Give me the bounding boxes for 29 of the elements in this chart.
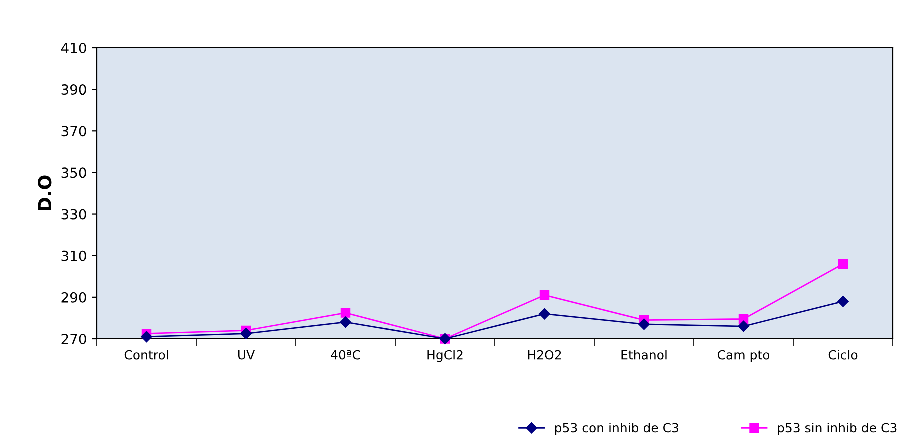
y-tick-label: 370 bbox=[62, 126, 86, 137]
point bbox=[141, 331, 152, 343]
legend-label: p53 con inhib de C3 bbox=[555, 423, 678, 436]
x-tick-label: HgCl2 bbox=[428, 350, 463, 362]
point bbox=[638, 318, 650, 330]
y-tick-label: 350 bbox=[62, 168, 86, 178]
x-tick-label: H2O2 bbox=[528, 350, 562, 360]
x-tick-label: UV bbox=[238, 350, 255, 360]
y-tick-label: 310 bbox=[62, 250, 86, 262]
x-tick-label: Cam pto bbox=[718, 350, 770, 362]
y-axis-title: D.O bbox=[38, 176, 52, 210]
x-tick-label: Ciclo bbox=[828, 350, 858, 360]
point bbox=[540, 290, 550, 300]
x-tick-label: Control bbox=[124, 350, 168, 360]
y-tick-label: 270 bbox=[62, 334, 86, 344]
point bbox=[838, 296, 849, 308]
point bbox=[340, 316, 352, 328]
legend-label: p53 sin inhib de C3 bbox=[778, 423, 897, 436]
point bbox=[539, 308, 550, 320]
point bbox=[838, 259, 848, 270]
point bbox=[340, 308, 351, 318]
point bbox=[240, 328, 252, 340]
x-tick-label: Ethanol bbox=[622, 350, 667, 360]
y-tick-label: 330 bbox=[62, 209, 86, 220]
x-tick-label: 40ªC bbox=[331, 350, 360, 360]
y-tick-label: 290 bbox=[62, 292, 86, 303]
y-tick-label: 390 bbox=[62, 84, 86, 96]
point bbox=[738, 320, 750, 332]
y-tick-label: 410 bbox=[61, 42, 86, 54]
